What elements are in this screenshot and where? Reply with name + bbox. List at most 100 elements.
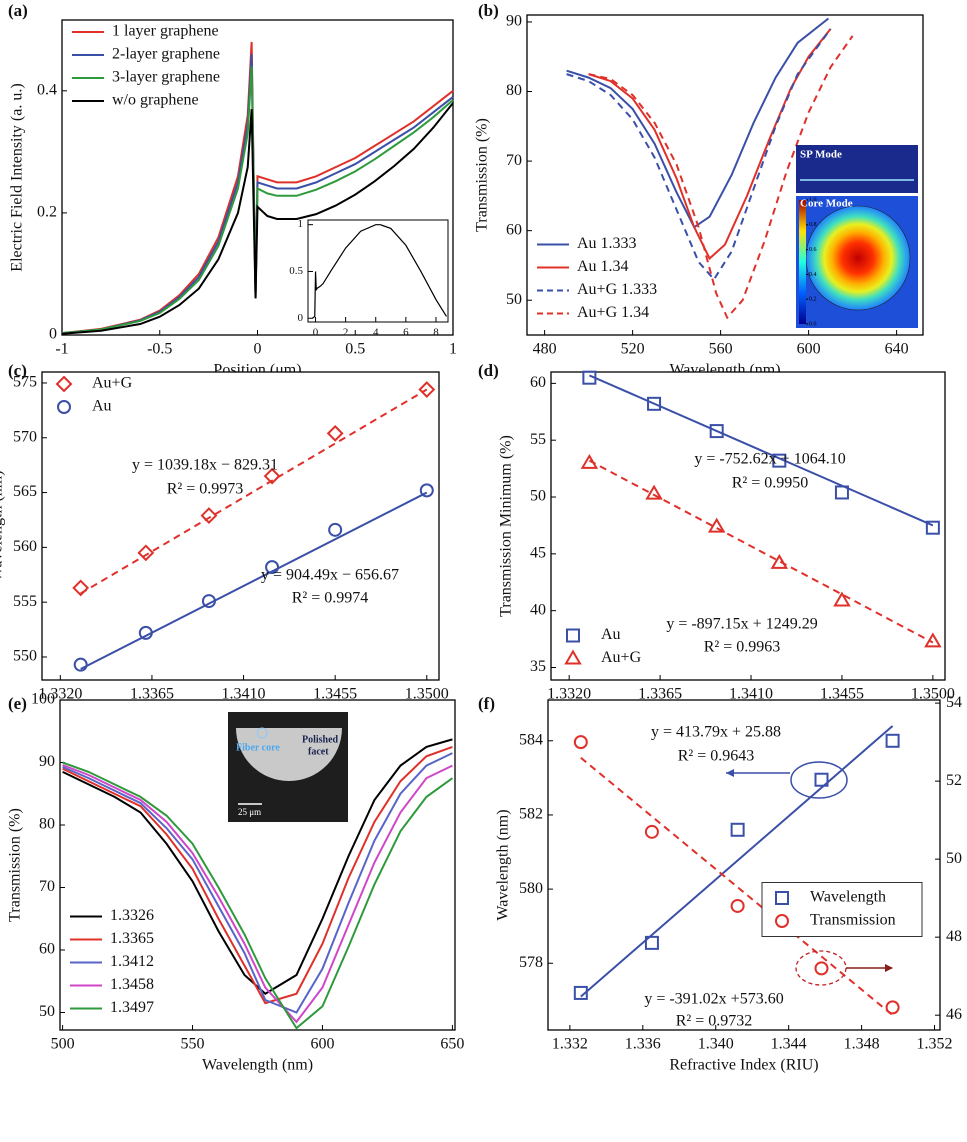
x-tick-label: -1 bbox=[55, 340, 68, 357]
x-tick-label: 1.3500 bbox=[405, 685, 449, 702]
y-tick-label: 550 bbox=[13, 648, 37, 665]
annotation: y = -897.15x + 1249.29 bbox=[666, 616, 817, 633]
series-line bbox=[312, 224, 447, 319]
panel-label: (e) bbox=[8, 694, 27, 713]
legend-label: 1.3412 bbox=[110, 953, 154, 970]
annotation: y = -752.62x + 1064.10 bbox=[694, 451, 845, 468]
y-tick-label: 100 bbox=[31, 691, 55, 708]
sp-mode-image bbox=[796, 145, 918, 193]
x-tick-label: 1.3410 bbox=[222, 685, 266, 702]
x-tick-label: 2 bbox=[343, 326, 349, 338]
x-tick-label: 480 bbox=[533, 340, 557, 357]
y-axis-label: Wavelength (nm) bbox=[0, 470, 6, 581]
fiber-core bbox=[256, 727, 268, 739]
x-tick-label: 560 bbox=[709, 340, 733, 357]
x-tick-label: 1.3455 bbox=[820, 685, 864, 702]
colorbar-tick-label: 0.6 bbox=[809, 247, 817, 253]
series-line bbox=[80, 388, 428, 595]
colorbar-tick-label: 0.8 bbox=[809, 222, 817, 228]
y-tick-label: 0.5 bbox=[289, 265, 303, 277]
y2-tick-label: 50 bbox=[946, 850, 962, 867]
series-line bbox=[588, 459, 934, 644]
series-line bbox=[61, 102, 454, 335]
legend-label: Au+G 1.34 bbox=[577, 304, 649, 321]
y-tick-label: 580 bbox=[519, 880, 543, 897]
series-line bbox=[62, 745, 453, 1005]
y-tick-label: 555 bbox=[13, 593, 37, 610]
x-tick-label: 1.352 bbox=[917, 1035, 953, 1052]
marker bbox=[573, 735, 588, 750]
y2-tick-label: 54 bbox=[946, 694, 962, 711]
inset-label: facet bbox=[308, 746, 329, 757]
marker bbox=[885, 733, 900, 748]
marker bbox=[73, 657, 88, 672]
plot-frame bbox=[547, 699, 941, 1031]
colorbar-tick-label: 1.0 bbox=[809, 197, 817, 203]
series-line bbox=[61, 41, 454, 335]
y-axis-label: Transmission Minimum (%) bbox=[498, 435, 515, 617]
marker bbox=[770, 553, 789, 569]
x-tick-label: 8 bbox=[433, 326, 439, 338]
legend-label: 3-layer graphene bbox=[112, 69, 220, 86]
x-tick-label: 500 bbox=[51, 1035, 75, 1052]
marker bbox=[885, 1000, 900, 1015]
legend-label: Au+G 1.333 bbox=[577, 281, 657, 298]
y-tick-label: 90 bbox=[506, 13, 522, 30]
legend-marker bbox=[775, 891, 789, 905]
inset-label: Fiber core bbox=[236, 742, 280, 753]
x-tick-label: 6 bbox=[403, 326, 409, 338]
marker bbox=[814, 772, 829, 787]
marker bbox=[833, 591, 851, 607]
marker bbox=[647, 396, 662, 411]
marker bbox=[707, 517, 726, 533]
marker bbox=[573, 985, 588, 1000]
x-tick-label: 1.332 bbox=[552, 1035, 588, 1052]
legend-marker bbox=[775, 914, 789, 928]
y-tick-label: 50 bbox=[39, 1003, 55, 1020]
legend-label: Au bbox=[92, 398, 112, 415]
legend-label: w/o graphene bbox=[112, 92, 199, 109]
colorbar-tick-label: 0.4 bbox=[809, 272, 817, 278]
annotation: R² = 0.9963 bbox=[704, 639, 781, 656]
series-line bbox=[62, 761, 453, 1030]
colorbar-tick-label: 0.2 bbox=[809, 297, 817, 303]
x-tick-label: 1.3320 bbox=[547, 685, 591, 702]
legend-label: Au 1.34 bbox=[577, 258, 629, 275]
y-tick-label: 35 bbox=[530, 658, 546, 675]
marker bbox=[138, 625, 153, 640]
y-tick-label: 70 bbox=[506, 152, 522, 169]
x-tick-label: 1.336 bbox=[625, 1035, 661, 1052]
x-tick-label: 1.3365 bbox=[130, 685, 174, 702]
inset-label: Core Mode bbox=[800, 198, 853, 210]
x-tick-label: 0 bbox=[254, 340, 262, 357]
marker bbox=[265, 560, 280, 575]
legend-label: 1.3497 bbox=[110, 999, 154, 1016]
annotation: y = 904.49x − 656.67 bbox=[261, 567, 399, 584]
series-line bbox=[566, 28, 832, 282]
panel-label: (d) bbox=[478, 361, 499, 380]
y-tick-label: 0 bbox=[298, 312, 304, 324]
annotation: R² = 0.9732 bbox=[676, 1013, 753, 1030]
annotation: R² = 0.9950 bbox=[732, 475, 809, 492]
annotation: y = 413.79x + 25.88 bbox=[651, 724, 781, 741]
marker bbox=[326, 424, 344, 442]
marker bbox=[709, 424, 724, 439]
marker bbox=[772, 453, 787, 468]
core-mode-field bbox=[805, 205, 911, 311]
panel-label: (c) bbox=[8, 361, 27, 380]
y-tick-label: 40 bbox=[530, 601, 546, 618]
x-tick-label: 520 bbox=[621, 340, 645, 357]
panel-label: (a) bbox=[8, 1, 28, 20]
plot-frame bbox=[307, 219, 449, 323]
legend-label: 1.3326 bbox=[110, 907, 154, 924]
y-tick-label: 60 bbox=[506, 221, 522, 238]
legend-label: Au 1.333 bbox=[577, 235, 637, 252]
y-tick-label: 0.4 bbox=[37, 81, 57, 98]
legend-label: Au+G bbox=[601, 649, 642, 666]
y-tick-label: 50 bbox=[530, 488, 546, 505]
x-tick-label: 1.3320 bbox=[38, 685, 82, 702]
x-tick-label: 650 bbox=[440, 1035, 464, 1052]
series-line bbox=[580, 725, 894, 998]
legend-label: Au bbox=[601, 626, 621, 643]
